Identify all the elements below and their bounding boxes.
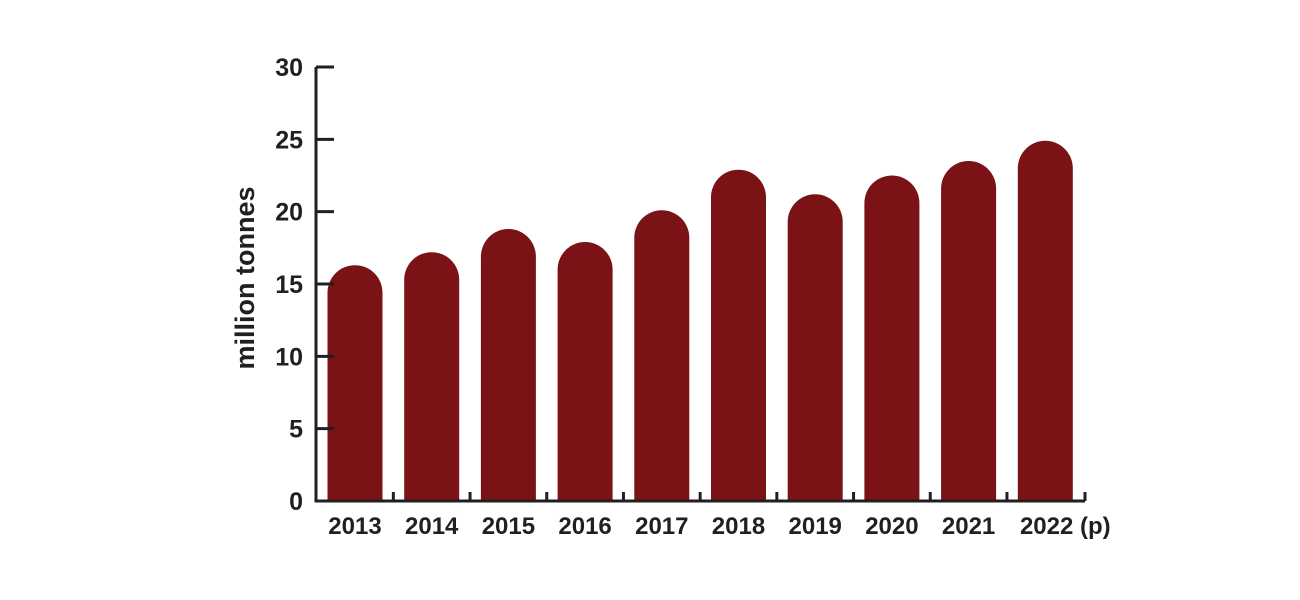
bar-2022 (1017, 140, 1073, 501)
x-tick-label: 2016 (558, 513, 611, 540)
bar-2015 (480, 229, 536, 501)
y-tick-label: 0 (289, 488, 303, 516)
bar-2013 (327, 265, 383, 501)
x-tick-label: 2020 (865, 513, 918, 540)
x-tick-label: 2013 (328, 513, 381, 540)
bar-2020 (864, 175, 920, 501)
bar-2017 (634, 210, 690, 501)
bar-2014 (404, 252, 460, 501)
y-axis-label: million tonnes (230, 186, 260, 369)
x-tick-label: 2021 (942, 513, 995, 540)
x-tick-label: 2019 (789, 513, 842, 540)
y-tick-label: 25 (275, 126, 303, 154)
x-tick-label: 2022 (p) (1020, 513, 1111, 540)
x-tick-label: 2015 (482, 513, 535, 540)
bar-2016 (557, 242, 613, 501)
bar-2018 (710, 169, 766, 502)
bar-2021 (941, 161, 997, 502)
bar-2019 (787, 194, 843, 502)
x-tick-label: 2018 (712, 513, 765, 540)
x-tick-label: 2014 (405, 513, 459, 540)
y-tick-label: 30 (275, 54, 303, 82)
y-tick-label: 10 (275, 343, 303, 371)
y-tick-label: 20 (275, 199, 303, 227)
x-tick-label: 2017 (635, 513, 688, 540)
y-tick-label: 15 (275, 271, 303, 299)
y-tick-label: 5 (289, 416, 303, 444)
